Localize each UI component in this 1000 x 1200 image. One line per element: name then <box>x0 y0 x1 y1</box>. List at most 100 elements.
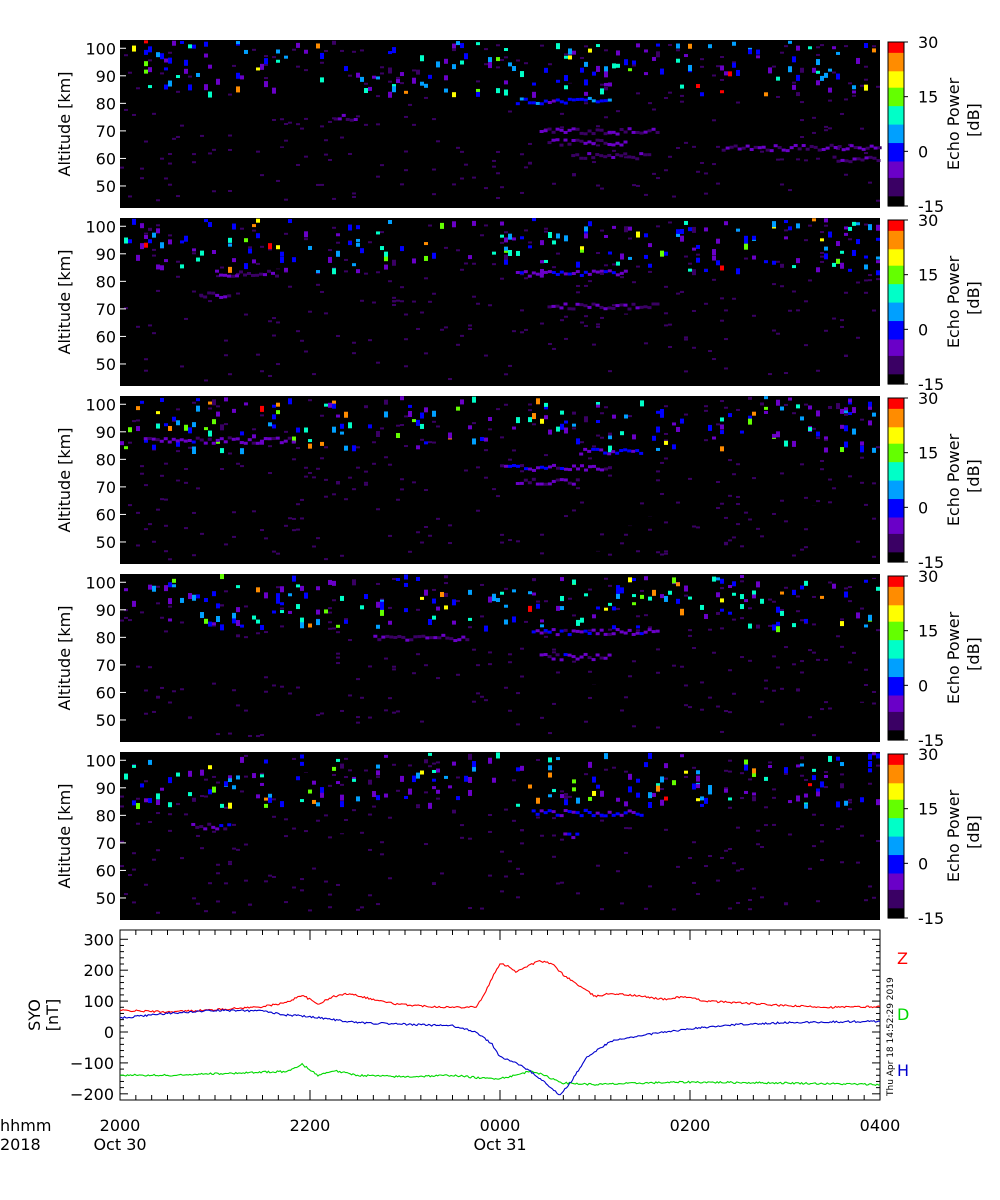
meteor-echo-cell <box>332 40 336 45</box>
faint-echo-cell <box>812 408 816 411</box>
faint-echo-cell <box>320 125 324 128</box>
echo-layer-cell <box>571 482 576 486</box>
echo-layer-cell <box>595 653 600 657</box>
meteor-echo-cell <box>276 402 280 407</box>
echo-layer-cell <box>563 138 568 142</box>
colorbar-segment <box>888 500 904 504</box>
faint-echo-cell <box>860 481 864 484</box>
faint-echo-cell <box>228 134 232 137</box>
faint-echo-cell <box>864 668 868 671</box>
faint-echo-cell <box>360 696 364 699</box>
meteor-echo-cell <box>432 410 436 417</box>
faint-echo-cell <box>480 695 484 698</box>
faint-echo-cell <box>592 497 596 500</box>
faint-echo-cell <box>672 44 676 47</box>
meteor-echo-cell <box>548 765 552 771</box>
faint-echo-cell <box>260 245 264 248</box>
meteor-echo-cell <box>504 619 508 625</box>
faint-echo-cell <box>704 409 708 412</box>
meteor-echo-cell <box>576 797 580 804</box>
echo-layer-cell <box>599 628 604 632</box>
meteor-echo-cell <box>628 68 632 72</box>
faint-echo-cell <box>712 152 716 155</box>
faint-echo-cell <box>264 537 268 540</box>
echo-layer-cell <box>231 437 236 441</box>
meteor-echo-cell <box>604 71 608 78</box>
meteor-echo-cell <box>676 43 680 49</box>
echo-layer-cell <box>587 811 592 815</box>
meteor-echo-cell <box>652 435 656 441</box>
faint-echo-cell <box>308 150 312 153</box>
faint-echo-cell <box>592 161 596 164</box>
meteor-echo-cell <box>520 236 524 240</box>
colorbar-tick-label: 30 <box>918 211 938 230</box>
faint-echo-cell <box>308 784 312 787</box>
meteor-echo-cell <box>388 620 392 625</box>
colorbar-segment <box>888 318 904 322</box>
faint-echo-cell <box>876 446 880 449</box>
meteor-echo-cell <box>408 410 412 417</box>
echo-layer-cell <box>860 158 865 162</box>
faint-echo-cell <box>592 684 596 687</box>
faint-echo-cell <box>560 112 564 115</box>
faint-echo-cell <box>720 78 724 81</box>
faint-echo-cell <box>432 798 436 801</box>
faint-echo-cell <box>864 152 868 155</box>
faint-echo-cell <box>488 401 492 404</box>
echo-layer-cell <box>267 269 271 273</box>
faint-echo-cell <box>804 496 808 499</box>
echo-layer-cell <box>555 138 560 142</box>
meteor-echo-cell <box>636 231 640 238</box>
faint-echo-cell <box>152 332 156 335</box>
meteor-echo-cell <box>716 592 720 598</box>
meteor-echo-cell <box>816 80 820 86</box>
meteor-echo-cell <box>664 595 668 602</box>
faint-echo-cell <box>160 894 164 897</box>
series-line-H <box>119 1008 881 1096</box>
echo-layer-cell <box>623 811 628 815</box>
echo-layer-cell <box>579 156 584 160</box>
meteor-echo-cell <box>796 404 800 409</box>
y-tick-label: 100 <box>85 39 116 58</box>
faint-echo-cell <box>296 163 300 166</box>
colorbar-segment <box>888 584 904 587</box>
faint-echo-cell <box>388 697 392 700</box>
faint-echo-cell <box>560 838 564 841</box>
echo-layer-cell <box>551 479 556 483</box>
faint-echo-cell <box>552 651 556 654</box>
echo-layer-cell <box>615 304 620 308</box>
meteor-echo-cell <box>132 800 136 806</box>
faint-echo-cell <box>192 252 196 255</box>
echo-layer-cell <box>599 99 604 103</box>
faint-echo-cell <box>336 241 340 244</box>
faint-echo-cell <box>448 542 452 545</box>
faint-echo-cell <box>288 817 292 820</box>
meteor-echo-cell <box>520 765 524 771</box>
faint-echo-cell <box>152 70 156 73</box>
faint-echo-cell <box>524 866 528 869</box>
faint-echo-cell <box>272 331 276 334</box>
meteor-echo-cell <box>216 616 220 623</box>
meteor-echo-cell <box>416 576 420 581</box>
faint-echo-cell <box>720 502 724 505</box>
meteor-echo-cell <box>648 243 652 248</box>
faint-echo-cell <box>856 684 860 687</box>
faint-echo-cell <box>224 423 228 426</box>
faint-echo-cell <box>120 72 124 75</box>
colorbar-segment <box>888 668 904 671</box>
faint-echo-cell <box>320 183 324 186</box>
faint-echo-cell <box>500 258 504 261</box>
meteor-echo-cell <box>728 71 732 77</box>
faint-echo-cell <box>152 254 156 257</box>
meteor-echo-cell <box>572 579 576 585</box>
faint-echo-cell <box>796 688 800 691</box>
faint-echo-cell <box>844 45 848 48</box>
faint-echo-cell <box>732 692 736 695</box>
faint-echo-cell <box>568 146 572 149</box>
faint-echo-cell <box>344 510 348 513</box>
faint-echo-cell <box>696 170 700 173</box>
colorbar-segment <box>888 895 904 899</box>
faint-echo-cell <box>404 150 408 153</box>
meteor-echo-cell <box>628 226 632 231</box>
faint-echo-cell <box>472 700 476 703</box>
